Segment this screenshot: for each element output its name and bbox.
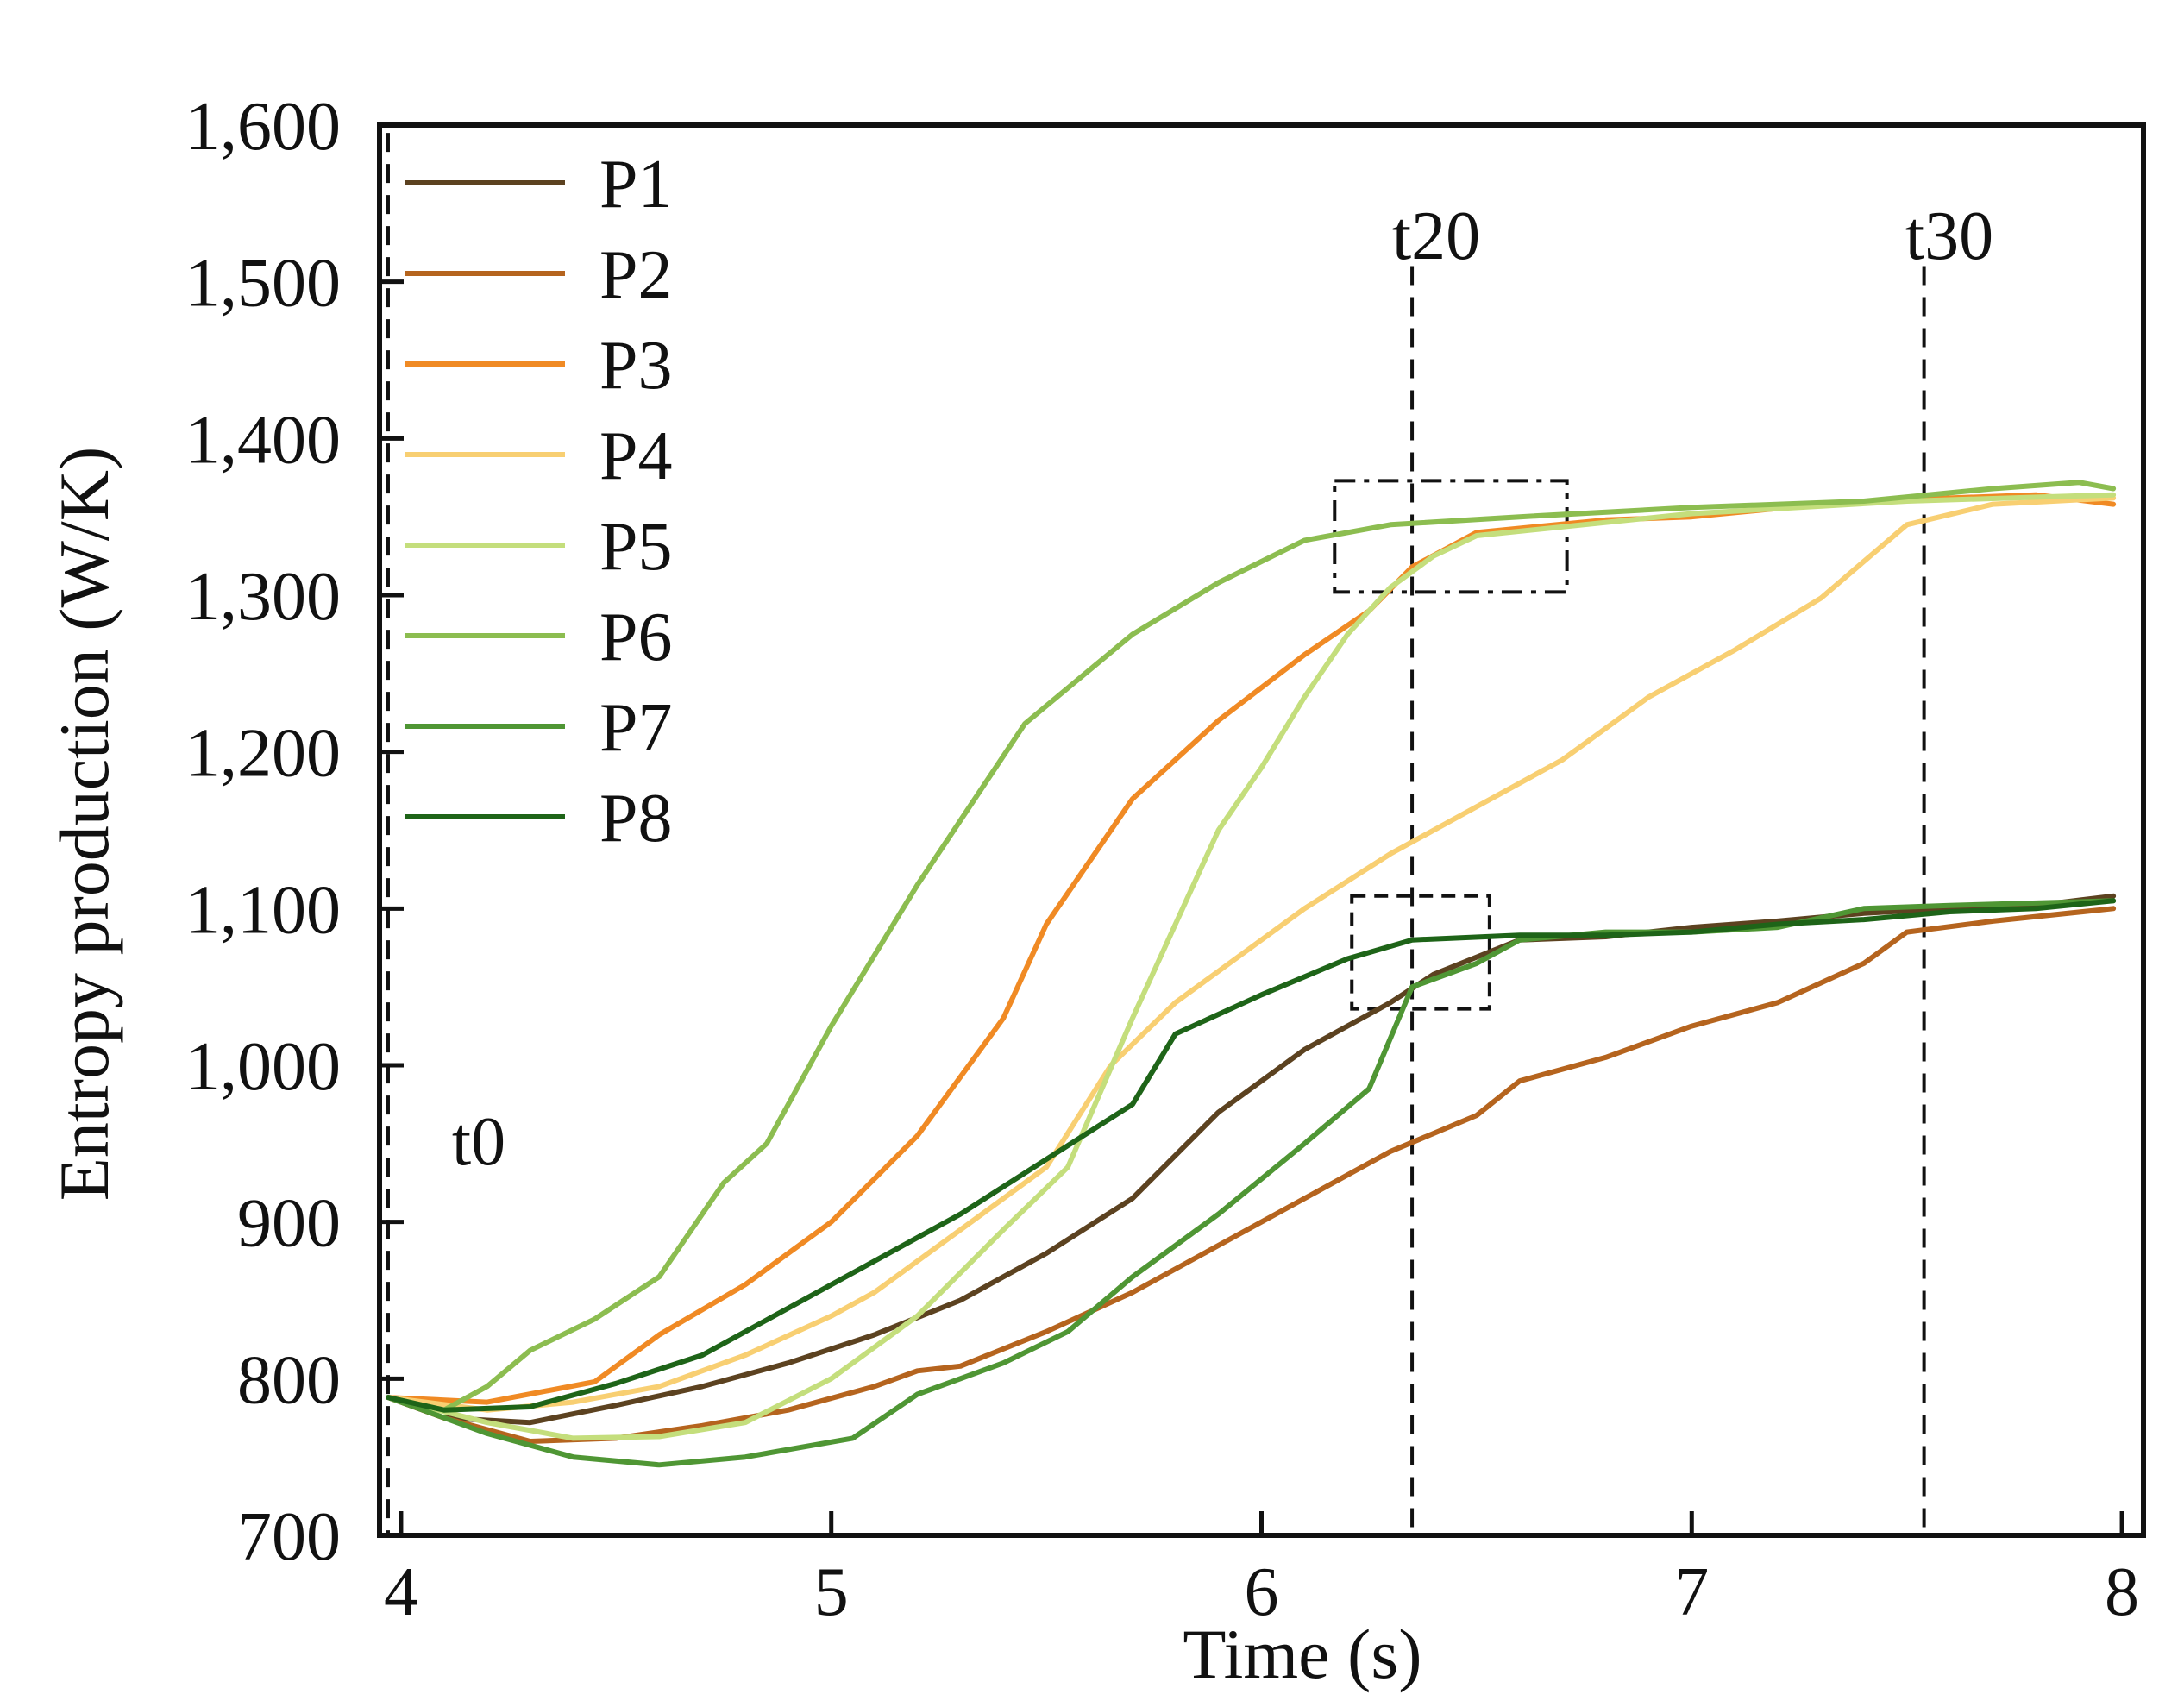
series-lines (386, 480, 2117, 1468)
series-line-p4 (386, 495, 2117, 1413)
series-line-p8 (386, 898, 2117, 1413)
y-tick-label: 1,000 (185, 1029, 341, 1105)
x-tick-label: 6 (1245, 1554, 1279, 1630)
annotation-boxes (1333, 479, 1569, 1011)
annotation-box (1333, 479, 1569, 594)
marker-label-t20: t20 (1392, 198, 1480, 274)
legend-label-p7: P7 (599, 690, 673, 766)
x-axis-title: Time (s) (1183, 1615, 1421, 1693)
legend-label-p4: P4 (599, 418, 673, 494)
y-tick-label: 700 (237, 1499, 341, 1575)
legend: P1 P2 P3 P4 P5 P6 P7 P8 (405, 147, 673, 857)
y-tick-label: 1,500 (185, 246, 341, 322)
annotation-box (1350, 894, 1491, 1011)
series-line-p6 (386, 480, 2117, 1413)
x-tick-label: 8 (2105, 1554, 2139, 1630)
x-tick-label: 5 (814, 1554, 849, 1630)
series-line-p5 (386, 492, 2117, 1441)
y-tick-label: 1,100 (185, 872, 341, 948)
series-line-p7 (386, 898, 2117, 1468)
series-line-p2 (386, 906, 2117, 1444)
y-tick-label: 800 (237, 1342, 341, 1418)
x-axis-ticks: 4 5 6 7 8 (384, 1511, 2139, 1630)
y-tick-label: 900 (237, 1186, 341, 1262)
marker-label-t0: t0 (452, 1104, 505, 1180)
y-tick-label: 1,400 (185, 402, 341, 478)
legend-label-p6: P6 (599, 599, 673, 675)
x-tick-label: 4 (384, 1554, 418, 1630)
legend-label-p2: P2 (599, 237, 673, 313)
marker-label-t30: t30 (1905, 198, 1993, 274)
legend-label-p3: P3 (599, 328, 673, 404)
y-tick-label: 1,300 (185, 559, 341, 635)
time-markers: t0 t20 t30 (386, 133, 1993, 1535)
y-tick-label: 1,600 (185, 89, 341, 165)
x-tick-label: 7 (1674, 1554, 1709, 1630)
legend-label-p1: P1 (599, 147, 673, 223)
legend-label-p5: P5 (599, 509, 673, 585)
y-tick-label: 1,200 (185, 716, 341, 792)
y-axis-ticks: 700 800 900 1,000 1,100 1,200 1,300 1,400 1,500 1… (185, 89, 404, 1575)
legend-label-p8: P8 (599, 781, 673, 857)
y-axis-title: Entropy production (W/K) (45, 447, 123, 1201)
